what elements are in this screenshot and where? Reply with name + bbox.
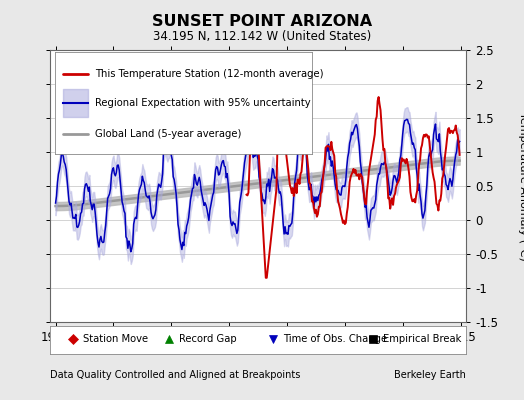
- Text: Regional Expectation with 95% uncertainty: Regional Expectation with 95% uncertaint…: [95, 98, 310, 108]
- Y-axis label: Temperature Anomaly (°C): Temperature Anomaly (°C): [518, 112, 524, 260]
- Text: SUNSET POINT ARIZONA: SUNSET POINT ARIZONA: [152, 14, 372, 29]
- Text: Record Gap: Record Gap: [179, 334, 236, 344]
- Text: Berkeley Earth: Berkeley Earth: [395, 370, 466, 380]
- Text: Station Move: Station Move: [83, 334, 148, 344]
- Text: This Temperature Station (12-month average): This Temperature Station (12-month avera…: [95, 70, 323, 80]
- Text: Data Quality Controlled and Aligned at Breakpoints: Data Quality Controlled and Aligned at B…: [50, 370, 300, 380]
- Text: Global Land (5-year average): Global Land (5-year average): [95, 129, 241, 139]
- Text: Time of Obs. Change: Time of Obs. Change: [283, 334, 387, 344]
- Text: 34.195 N, 112.142 W (United States): 34.195 N, 112.142 W (United States): [153, 30, 371, 43]
- Text: Empirical Break: Empirical Break: [383, 334, 462, 344]
